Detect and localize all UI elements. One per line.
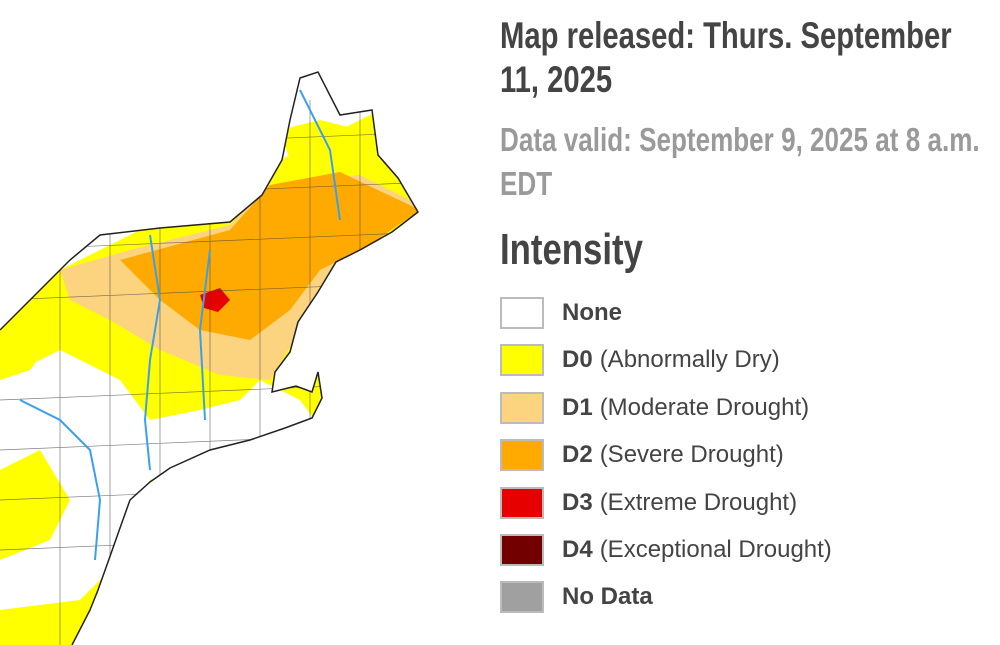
legend-code: D2 [562,441,593,469]
legend-description: (Severe Drought) [599,441,784,469]
legend-code: None [562,299,622,326]
legend-swatch [500,534,544,566]
legend-code: D3 [562,488,593,516]
d3-area [200,288,230,312]
legend-swatch [500,391,544,424]
legend-code: No Data [562,583,653,611]
legend-swatch [500,581,544,614]
legend-swatch [500,297,544,329]
legend-code: D1 [562,393,593,421]
legend-swatch [500,439,544,472]
d2-area [120,172,418,340]
legend-description: (Exceptional Drought) [599,536,832,563]
legend-item: D0 (Abnormally Dry) [500,344,780,377]
legend-item: D2 (Severe Drought) [500,439,784,472]
legend-description: (Extreme Drought) [599,488,798,516]
legend-item: D4 (Exceptional Drought) [500,534,832,566]
data-valid: Data valid: September 9, 2025 at 8 a.m. … [500,121,980,202]
legend-description: (Abnormally Dry) [599,346,780,374]
legend-item: D1 (Moderate Drought) [500,391,810,424]
legend-code: D0 [562,346,593,374]
legend-item: No Data [500,581,660,614]
legend-description: (Moderate Drought) [599,393,810,421]
legend-item: D3 (Extreme Drought) [500,486,798,519]
drought-map [0,71,419,645]
legend-code: D4 [562,536,593,563]
legend-swatch [500,344,544,377]
legend-item: None [500,297,629,329]
legend-swatch [500,486,544,519]
none-area [0,350,330,610]
land [0,72,418,645]
legend-title: Intensity [500,225,643,274]
map-released: Map released: Thurs. September 11, 2025 [500,15,952,100]
